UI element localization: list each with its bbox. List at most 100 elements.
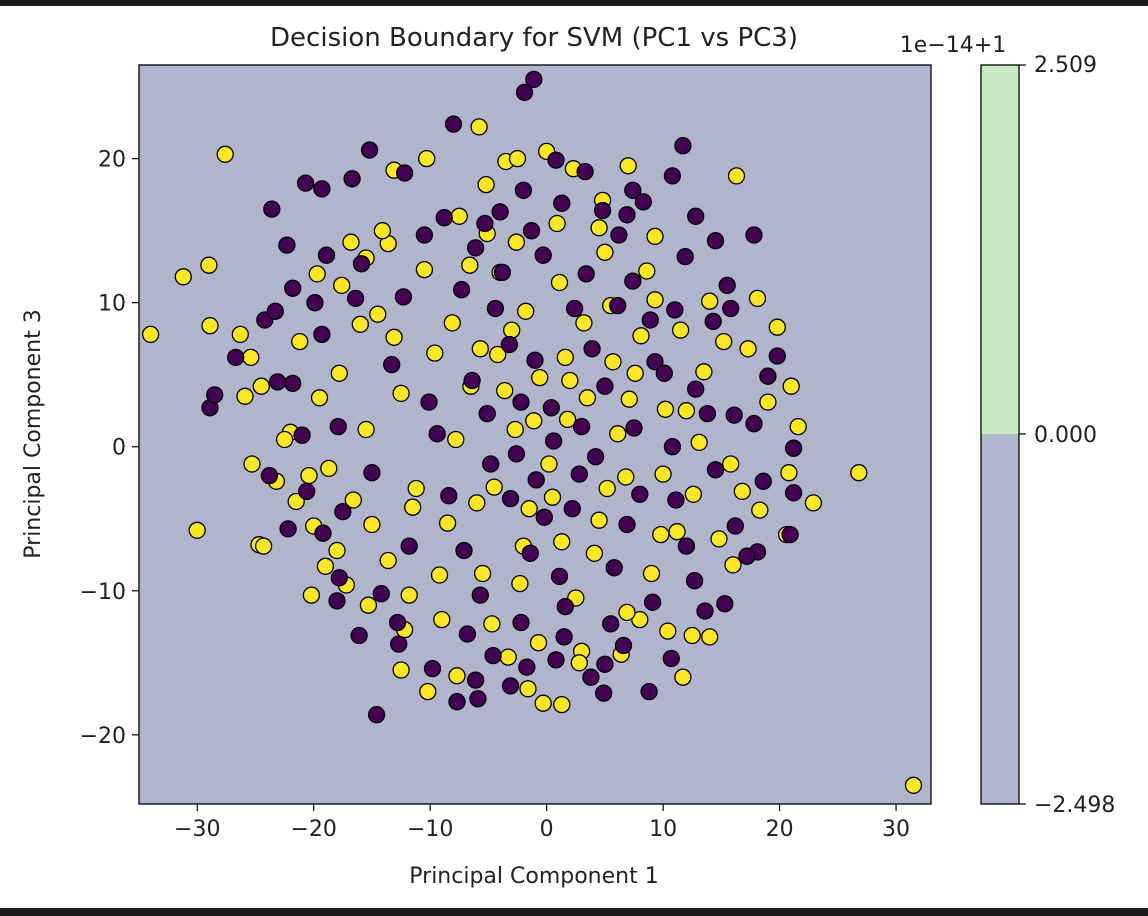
data-point-s0-141 bbox=[570, 654, 588, 672]
data-point-s1-104 bbox=[352, 255, 371, 273]
data-point-s0-52 bbox=[782, 377, 800, 395]
data-point-s1-69 bbox=[400, 537, 418, 555]
data-point-s1-22 bbox=[466, 671, 485, 689]
data-point-s1-120 bbox=[718, 276, 736, 295]
data-point-s0-102 bbox=[540, 455, 558, 473]
data-point-s0-60 bbox=[503, 321, 521, 339]
data-point-s0-4 bbox=[216, 145, 234, 163]
data-point-s1-65 bbox=[706, 461, 725, 479]
data-point-s1-62 bbox=[646, 353, 664, 371]
data-point-s1-16 bbox=[388, 613, 407, 632]
data-point-s1-66 bbox=[725, 406, 743, 424]
data-point-s1-25 bbox=[525, 70, 543, 89]
colorbar-band-positive bbox=[981, 65, 1019, 434]
data-point-s1-109 bbox=[458, 625, 477, 643]
data-point-s1-94 bbox=[596, 377, 614, 395]
data-point-s1-115 bbox=[609, 296, 627, 315]
data-point-s1-21 bbox=[448, 693, 466, 711]
data-point-s0-136 bbox=[715, 332, 733, 351]
data-point-s1-18 bbox=[395, 164, 414, 182]
data-point-s1-85 bbox=[643, 593, 662, 611]
data-point-s1-101 bbox=[745, 415, 763, 433]
x-tick-label-2: −10 bbox=[407, 817, 453, 842]
y-tick-label-3: 10 bbox=[98, 292, 126, 317]
data-point-s0-46 bbox=[683, 626, 701, 645]
data-point-s1-122 bbox=[435, 209, 453, 227]
data-point-s0-11 bbox=[254, 537, 273, 555]
data-point-s1-51 bbox=[469, 690, 487, 708]
data-point-s0-64 bbox=[556, 348, 574, 367]
data-point-s0-43 bbox=[631, 610, 649, 629]
data-point-s0-71 bbox=[642, 564, 661, 583]
data-point-s1-133 bbox=[614, 636, 633, 655]
data-point-s1-3 bbox=[263, 200, 281, 218]
data-point-s1-37 bbox=[663, 167, 682, 185]
colorbar-tick-label-bottom: −2.498 bbox=[1034, 793, 1115, 818]
data-point-s0-35 bbox=[508, 149, 527, 168]
data-point-s1-72 bbox=[346, 289, 365, 308]
data-point-s0-124 bbox=[443, 314, 461, 332]
data-point-s0-97 bbox=[659, 622, 677, 640]
data-point-s0-116 bbox=[363, 515, 381, 534]
data-point-s1-138 bbox=[284, 279, 302, 297]
data-point-s1-81 bbox=[556, 597, 574, 616]
data-point-s0-132 bbox=[620, 390, 638, 408]
data-point-s1-1 bbox=[206, 386, 224, 404]
data-point-s1-129 bbox=[722, 299, 740, 318]
data-point-s0-32 bbox=[477, 175, 495, 194]
data-point-s1-75 bbox=[298, 482, 316, 501]
data-point-s0-112 bbox=[751, 501, 769, 519]
data-point-s1-134 bbox=[662, 649, 680, 668]
data-point-s1-30 bbox=[582, 668, 600, 686]
data-point-s0-108 bbox=[677, 402, 696, 420]
data-point-s1-38 bbox=[687, 207, 705, 225]
data-point-s1-73 bbox=[329, 417, 347, 436]
data-point-s0-98 bbox=[447, 430, 465, 449]
x-tick-label-6: 30 bbox=[882, 817, 910, 842]
data-point-s0-151 bbox=[506, 420, 524, 439]
data-point-s0-105 bbox=[609, 425, 627, 443]
data-point-s0-67 bbox=[590, 511, 608, 529]
data-point-s1-137 bbox=[306, 294, 324, 312]
data-point-s0-128 bbox=[531, 368, 549, 387]
data-point-s0-50 bbox=[748, 289, 767, 308]
data-point-s0-139 bbox=[499, 648, 517, 666]
data-point-s1-116 bbox=[631, 485, 649, 503]
data-point-s1-128 bbox=[676, 247, 694, 266]
data-point-s0-83 bbox=[357, 420, 375, 439]
data-point-s0-37 bbox=[534, 694, 552, 712]
data-point-s0-31 bbox=[470, 118, 488, 136]
data-point-s1-11 bbox=[284, 374, 302, 393]
x-tick-label-0: −30 bbox=[174, 817, 220, 842]
data-point-s0-39 bbox=[553, 695, 571, 714]
data-point-s0-62 bbox=[525, 412, 543, 430]
data-point-s0-134 bbox=[668, 523, 686, 541]
data-point-s0-114 bbox=[400, 586, 418, 604]
data-point-s0-123 bbox=[433, 610, 451, 629]
data-point-s0-56 bbox=[850, 464, 868, 482]
data-point-s0-26 bbox=[418, 149, 436, 168]
data-point-s1-141 bbox=[350, 626, 368, 645]
data-point-s1-123 bbox=[466, 239, 485, 257]
data-point-s0-106 bbox=[632, 327, 650, 345]
data-point-s1-64 bbox=[687, 380, 705, 398]
data-point-s1-131 bbox=[518, 658, 536, 676]
data-point-s1-95 bbox=[618, 515, 636, 534]
data-point-s1-111 bbox=[507, 445, 526, 463]
data-point-s0-22 bbox=[385, 328, 403, 346]
data-point-s1-113 bbox=[565, 299, 584, 318]
data-point-s0-66 bbox=[578, 389, 597, 407]
chart-title: Decision Boundary for SVM (PC1 vs PC3) bbox=[270, 23, 798, 53]
data-point-s0-49 bbox=[724, 556, 742, 574]
scatter-points bbox=[141, 70, 923, 794]
data-point-s0-85 bbox=[330, 364, 348, 382]
data-point-s1-39 bbox=[706, 232, 725, 250]
y-axis: −20 −10 0 10 20 bbox=[80, 148, 139, 749]
data-point-s0-21 bbox=[359, 596, 378, 614]
data-point-s1-56 bbox=[521, 544, 539, 562]
data-point-s1-63 bbox=[667, 491, 685, 509]
data-point-s0-14 bbox=[287, 492, 305, 511]
data-point-s0-27 bbox=[419, 682, 437, 701]
data-point-s0-129 bbox=[553, 533, 571, 551]
data-point-s1-83 bbox=[602, 615, 620, 633]
